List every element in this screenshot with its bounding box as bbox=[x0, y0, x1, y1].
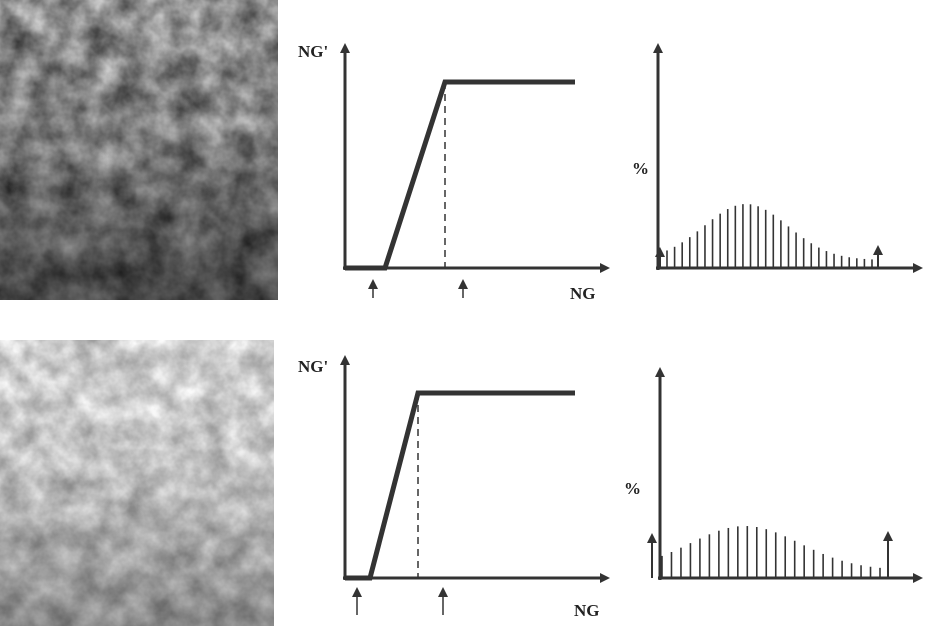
transfer-graph-bottom bbox=[340, 355, 610, 615]
y-axis-label: NG' bbox=[298, 357, 328, 376]
y-axis-label: % bbox=[632, 159, 649, 178]
y-axis-label: % bbox=[624, 479, 641, 498]
x-axis-label: NG bbox=[574, 601, 600, 620]
photo-bottom bbox=[0, 340, 274, 626]
transfer-graph-top bbox=[340, 43, 610, 298]
photo-top bbox=[0, 0, 278, 300]
histogram-bottom bbox=[647, 367, 923, 583]
histogram-top bbox=[653, 43, 923, 273]
x-axis-label: NG bbox=[570, 284, 596, 303]
y-axis-label: NG' bbox=[298, 42, 328, 61]
